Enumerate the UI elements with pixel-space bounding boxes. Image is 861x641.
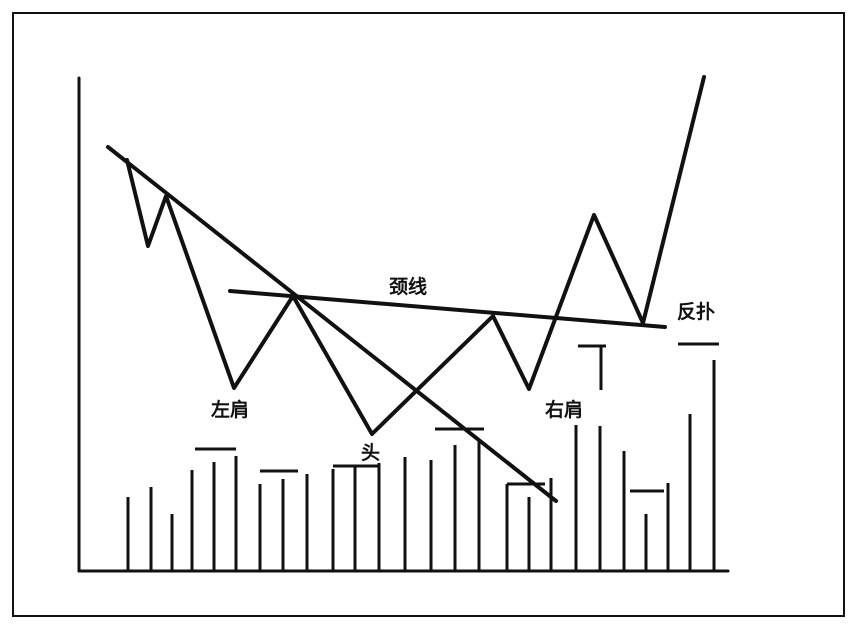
left-shoulder-label: 左肩	[211, 398, 249, 421]
diagram-frame	[12, 12, 845, 617]
downtrend-line	[106, 145, 558, 503]
neckline-label: 颈线	[389, 275, 427, 298]
pullback-label: 反扑	[677, 301, 715, 323]
price-line	[125, 75, 706, 436]
head-label: 头	[361, 442, 380, 464]
right-shoulder-label: 右肩	[544, 398, 583, 421]
neckline	[228, 289, 667, 329]
